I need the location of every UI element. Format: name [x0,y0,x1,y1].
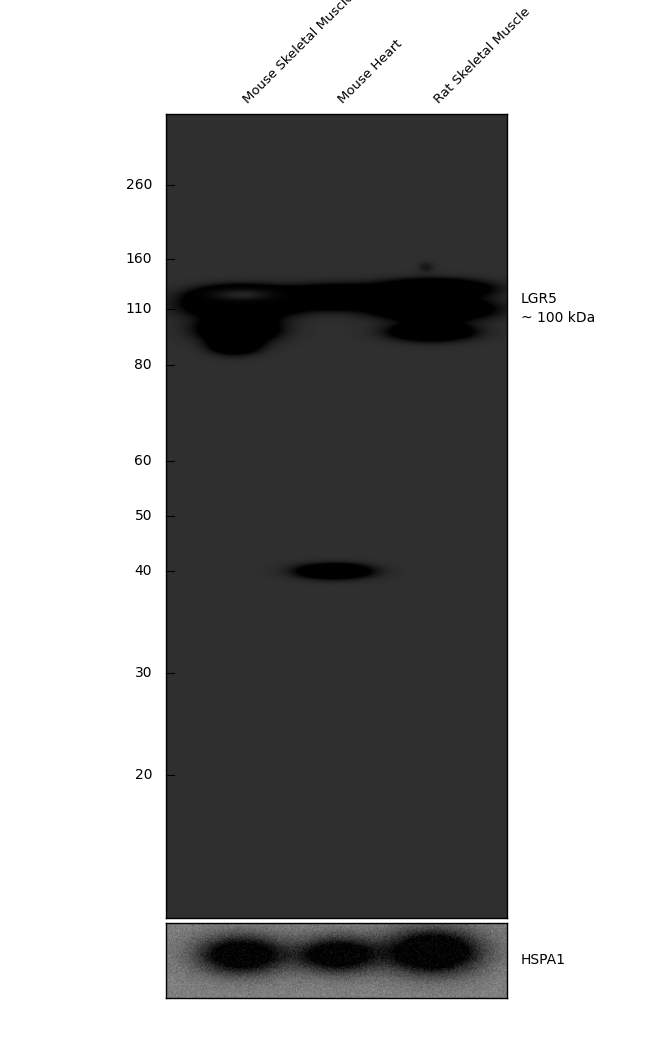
Text: 160: 160 [125,252,152,265]
Text: Mouse Heart: Mouse Heart [337,37,405,106]
Text: 30: 30 [135,666,152,679]
Text: 60: 60 [135,454,152,469]
Text: 110: 110 [125,302,152,315]
Text: Mouse Skeletal Muscle: Mouse Skeletal Muscle [240,0,357,106]
Text: 260: 260 [125,177,152,192]
Text: 80: 80 [135,358,152,372]
Text: LGR5
~ 100 kDa: LGR5 ~ 100 kDa [521,291,595,326]
Text: Rat Skeletal Muscle: Rat Skeletal Muscle [432,5,533,106]
Text: 20: 20 [135,767,152,782]
Text: HSPA1: HSPA1 [521,953,566,968]
Text: 50: 50 [135,509,152,523]
Text: 40: 40 [135,563,152,578]
